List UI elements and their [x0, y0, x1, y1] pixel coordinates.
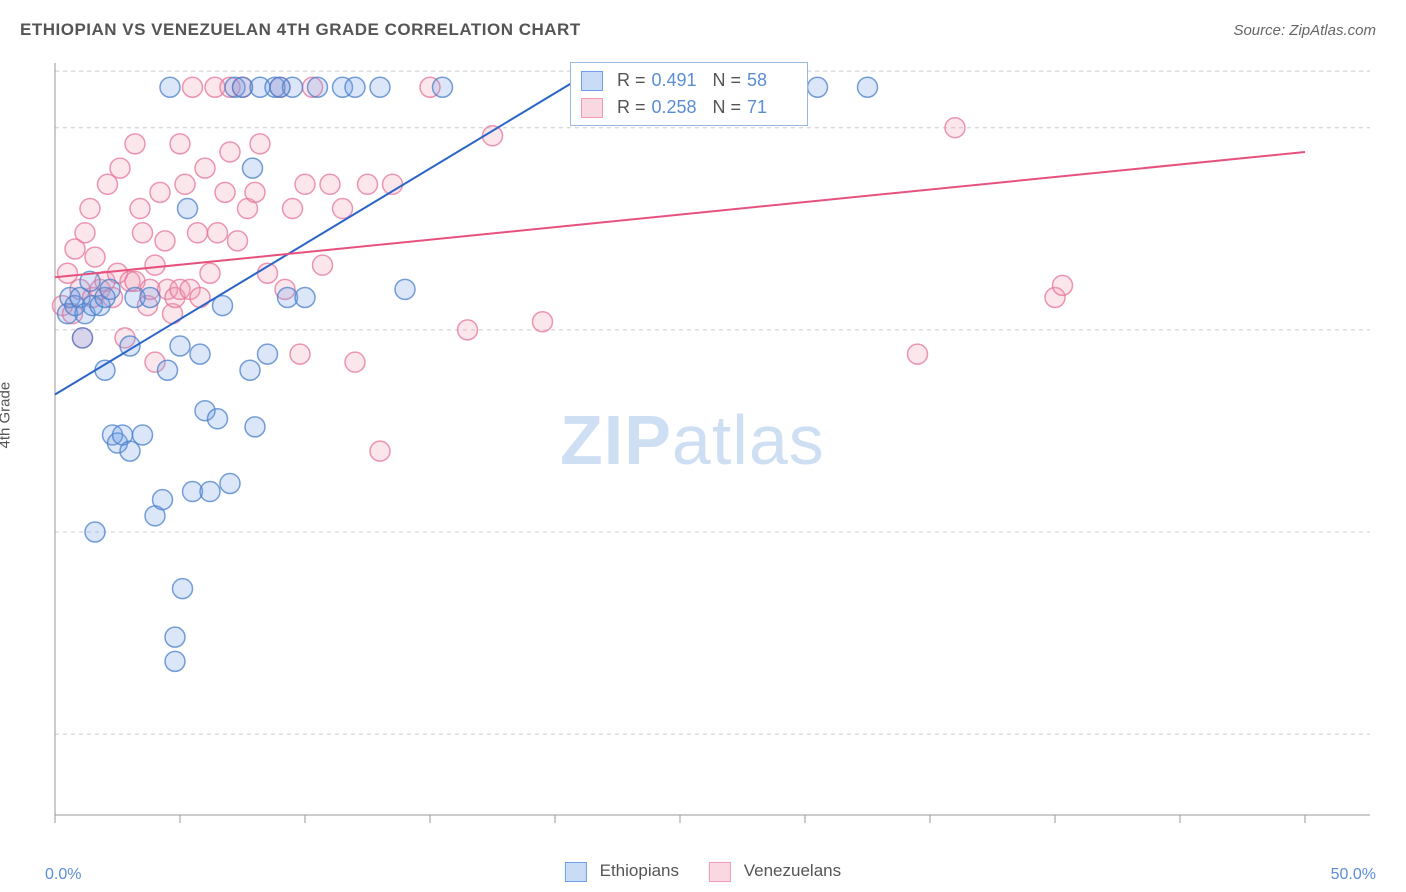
legend-swatch-ethiopians — [565, 862, 587, 882]
chart-area — [50, 55, 1380, 825]
swatch-ethiopians — [581, 71, 603, 91]
bottom-legend: Ethiopians Venezuelans — [565, 861, 841, 882]
xtick-0: 0.0% — [45, 866, 81, 884]
legend-item-ethiopians: Ethiopians — [565, 861, 679, 882]
stats-row-ethiopians: R = 0.491 N = 58 — [581, 67, 797, 94]
stats-legend-box: R = 0.491 N = 58 R = 0.258 N = 71 — [570, 62, 808, 126]
stats-row-venezuelans: R = 0.258 N = 71 — [581, 94, 797, 121]
source-label: Source: ZipAtlas.com — [1233, 22, 1376, 39]
legend-swatch-venezuelans — [709, 862, 731, 882]
chart-title: ETHIOPIAN VS VENEZUELAN 4TH GRADE CORREL… — [20, 20, 581, 40]
scatter-chart — [50, 55, 1380, 825]
legend-item-venezuelans: Venezuelans — [709, 861, 841, 882]
swatch-venezuelans — [581, 98, 603, 118]
y-axis-label: 4th Grade — [0, 382, 14, 449]
xtick-50: 50.0% — [1331, 866, 1376, 884]
